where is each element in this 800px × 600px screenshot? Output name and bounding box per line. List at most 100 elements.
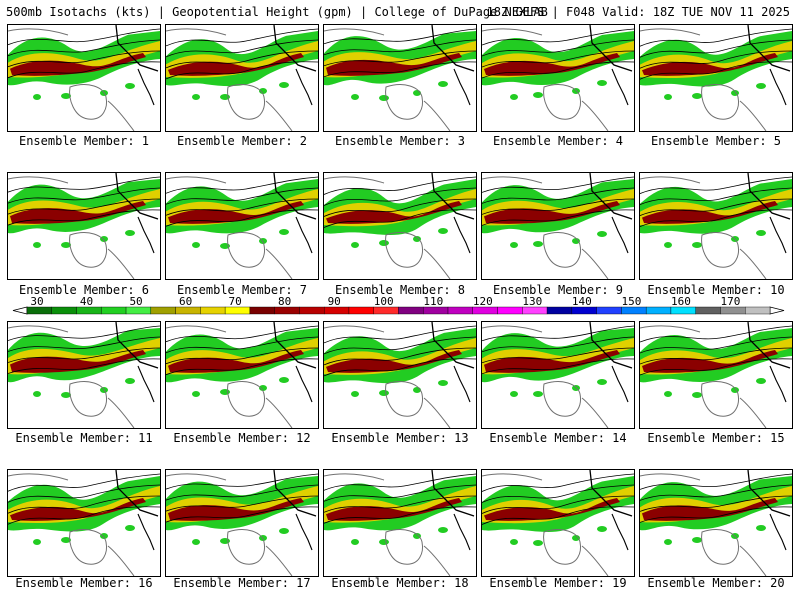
colorbar-segment: [249, 306, 275, 315]
political-border: [115, 322, 159, 369]
wind-cell: [125, 83, 135, 89]
height-contour: [166, 495, 318, 512]
jet-speed-90kt-core: [484, 201, 620, 224]
political-border: [431, 470, 475, 517]
jet-speed-90kt-core: [10, 350, 146, 373]
landmass-outline: [69, 84, 107, 120]
wind-cell: [259, 88, 267, 94]
political-border: [115, 470, 159, 517]
height-contour: [166, 50, 318, 69]
colorbar-segment: [224, 306, 251, 315]
ensemble-member-3-map: [323, 24, 477, 132]
colorbar-segment: [51, 306, 77, 315]
political-border: [747, 322, 791, 369]
height-contour: [640, 198, 792, 216]
landmass-outline: [385, 381, 423, 417]
wind-cell: [664, 242, 672, 248]
jet-speed-90kt-core: [10, 201, 146, 224]
wind-cell: [351, 94, 359, 100]
political-border: [273, 25, 317, 72]
height-contour: [640, 336, 792, 354]
ensemble-member-6-map: [7, 172, 161, 280]
political-border: [273, 322, 317, 369]
jet-speed-90kt-core: [642, 498, 778, 521]
height-contour: [166, 336, 318, 354]
jet-speed-90kt-core: [168, 53, 304, 76]
ensemble-member-8-map: [323, 172, 477, 280]
height-contour: [166, 28, 318, 47]
wind-cell: [279, 82, 289, 88]
coastline-gray: [640, 176, 767, 279]
colorbar-segment: [76, 306, 102, 315]
coastline-gray: [166, 28, 293, 131]
height-contour: [8, 50, 160, 68]
colorbar-tick-label: 50: [129, 295, 142, 308]
colorbar-segment: [125, 306, 152, 315]
wind-cell: [438, 380, 448, 386]
wind-cell: [438, 81, 448, 87]
height-contour: [482, 358, 634, 375]
wind-cell: [510, 94, 518, 100]
coastline: [611, 365, 629, 403]
coastline-gray: [640, 28, 767, 131]
wind-cell: [351, 539, 359, 545]
political-border: [431, 25, 475, 72]
wind-cell: [379, 390, 389, 396]
landmass-outline: [69, 529, 107, 565]
height-contour: [482, 187, 634, 204]
ensemble-member-label: Ensemble Member: 14: [489, 431, 627, 445]
colorbar-segment: [571, 306, 597, 315]
wind-cell: [572, 535, 580, 541]
jet-speed-90kt-core: [484, 350, 620, 373]
height-contour: [324, 473, 476, 491]
colorbar-tick-label: 120: [473, 295, 493, 308]
ensemble-member-label: Ensemble Member: 13: [331, 431, 469, 445]
wind-cell: [279, 229, 289, 235]
wind-cell: [438, 228, 448, 234]
ensemble-member-12-map: [165, 321, 319, 429]
run-valid-time: 18Z GEFS | F048 Valid: 18Z TUE NOV 11 20…: [486, 5, 790, 19]
wind-cell: [664, 539, 672, 545]
colorbar-tick-label: 150: [621, 295, 641, 308]
height-contour: [324, 176, 476, 195]
wind-cell: [533, 241, 543, 247]
landmass-outline: [543, 381, 581, 417]
coastline-gray: [8, 176, 135, 279]
height-contour: [324, 347, 476, 366]
height-contour: [482, 39, 634, 57]
coastline-gray: [640, 473, 767, 576]
colorbar-segment: [150, 306, 176, 315]
ensemble-member-16-map: [7, 469, 161, 577]
landmass-outline: [69, 232, 107, 268]
coastline-gray: [324, 28, 451, 131]
coastline-gray: [166, 325, 293, 428]
landmass-outline: [543, 232, 581, 268]
landmass-outline: [385, 84, 423, 120]
wind-cell: [192, 94, 200, 100]
colorbar-tick-label: 100: [374, 295, 394, 308]
wind-cell: [379, 240, 389, 246]
wind-cell: [756, 83, 766, 89]
height-contour: [482, 198, 634, 215]
wind-cell: [351, 391, 359, 397]
coastline-gray: [166, 176, 293, 279]
height-contour: [324, 187, 476, 206]
wind-cell: [259, 385, 267, 391]
height-contour: [8, 209, 160, 226]
height-contour: [482, 495, 634, 514]
wind-cell: [192, 391, 200, 397]
political-border: [273, 470, 317, 517]
wind-cell: [756, 525, 766, 531]
coastline-gray: [482, 176, 609, 279]
wind-cell: [413, 90, 421, 96]
jet-speed-90kt-core: [642, 201, 778, 224]
wind-cell: [33, 242, 41, 248]
colorbar-segment: [670, 306, 696, 315]
ensemble-member-18-map: [323, 469, 477, 577]
ensemble-member-label: Ensemble Member: 9: [492, 283, 624, 297]
coastline-gray: [640, 325, 767, 428]
height-contour: [166, 187, 318, 205]
coastline: [453, 513, 471, 551]
ensemble-member-label: Ensemble Member: 11: [15, 431, 153, 445]
ensemble-member-label: Ensemble Member: 1: [18, 134, 150, 148]
